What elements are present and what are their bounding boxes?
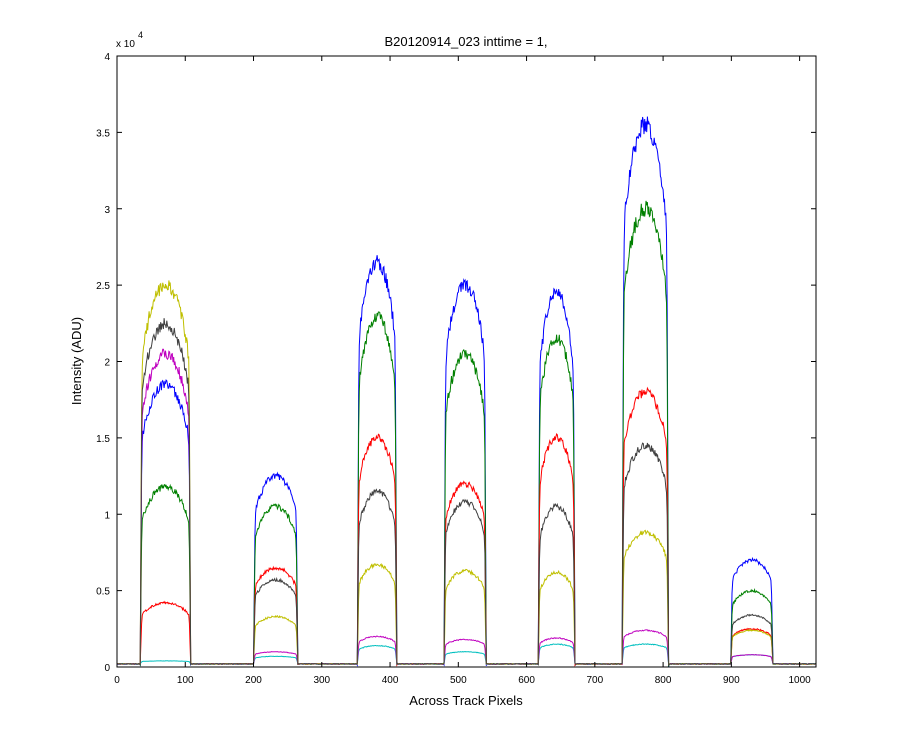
x-tick-label: 100 [177, 675, 194, 686]
x-axis-label: Across Track Pixels [409, 693, 523, 708]
y-tick-label: 0.5 [96, 587, 110, 598]
x-tick-label: 300 [313, 675, 330, 686]
y-tick-label: 3.5 [96, 128, 110, 139]
x-tick-label: 900 [723, 675, 740, 686]
x-tick-label: 800 [655, 675, 672, 686]
x-tick-label: 700 [586, 675, 603, 686]
tick-layer: 0 100 200 300 400 500 600 700 800 900 1000 0 0.5 1 1.5… [96, 52, 816, 686]
y-exponent-base: x 10 [116, 39, 135, 50]
y-tick-label: 2.5 [96, 281, 110, 292]
y-tick-label: 3 [104, 205, 110, 216]
y-axis-label: Intensity (ADU) [69, 317, 84, 405]
x-tick-label: 600 [518, 675, 535, 686]
x-tick-label: 0 [114, 675, 120, 686]
x-tick-label: 1000 [788, 675, 811, 686]
x-tick-label: 400 [382, 675, 399, 686]
y-tick-label: 4 [104, 52, 110, 63]
series-line-7 [116, 318, 816, 667]
y-tick-label: 2 [104, 358, 110, 369]
y-tick-label: 0 [104, 663, 110, 674]
x-tick-label: 200 [245, 675, 262, 686]
y-tick-label: 1 [104, 510, 110, 521]
y-tick-label: 1.5 [96, 434, 110, 445]
y-exponent-power: 4 [138, 30, 143, 40]
plot-area [117, 56, 816, 667]
x-tick-label: 500 [450, 675, 467, 686]
series-layer [116, 116, 817, 667]
chart-title: B20120914_023 inttime = 1, [385, 34, 548, 49]
